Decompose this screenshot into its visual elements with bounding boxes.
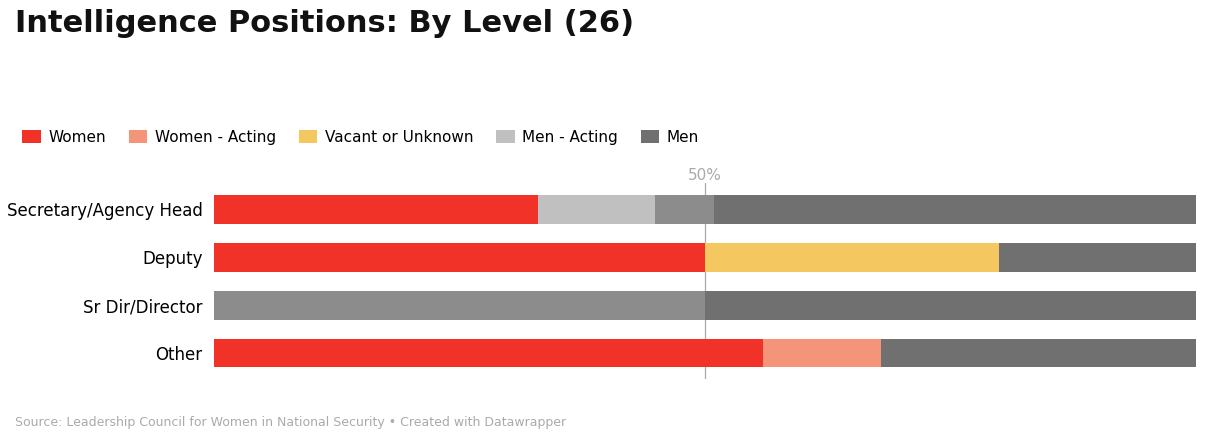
Bar [705,243,999,272]
Bar [764,339,881,368]
Bar [214,291,705,320]
Bar [655,195,715,224]
Bar [214,243,705,272]
Bar [715,195,1196,224]
Text: Source: Leadership Council for Women in National Security • Created with Datawra: Source: Leadership Council for Women in … [15,416,566,429]
Bar [999,243,1196,272]
Text: 50%: 50% [688,168,721,183]
Text: Intelligence Positions: By Level (26): Intelligence Positions: By Level (26) [15,9,633,38]
Bar [705,339,764,368]
Bar [538,195,655,224]
Bar [214,339,705,368]
Legend: Women, Women - Acting, Vacant or Unknown, Men - Acting, Men: Women, Women - Acting, Vacant or Unknown… [22,130,699,145]
Bar [214,195,538,224]
Bar [705,291,1196,320]
Bar [881,339,1196,368]
